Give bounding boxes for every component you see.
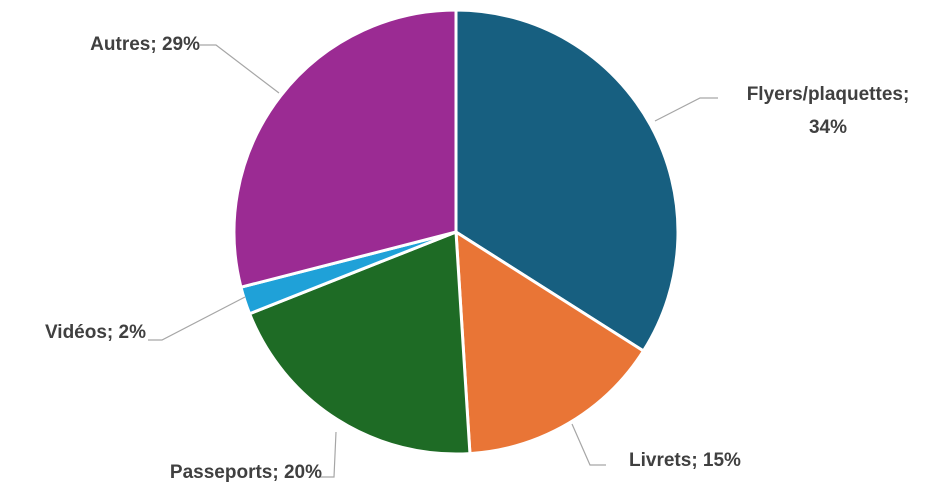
pie-slice	[247, 229, 472, 456]
leader-line	[148, 296, 246, 341]
data-label: Livrets; 15%	[629, 450, 741, 471]
data-label: Flyers/plaquettes; 34%	[746, 84, 910, 138]
pie-slice	[232, 8, 458, 290]
data-label: Vidéos; 2%	[44, 322, 146, 343]
leader-line	[200, 44, 280, 94]
data-label: Passeports; 20%	[169, 462, 322, 483]
pie-slice	[454, 229, 646, 456]
leader-line	[654, 97, 718, 122]
leader-line	[320, 431, 337, 478]
data-label: Autres; 29%	[90, 34, 200, 55]
leader-line	[571, 423, 606, 466]
